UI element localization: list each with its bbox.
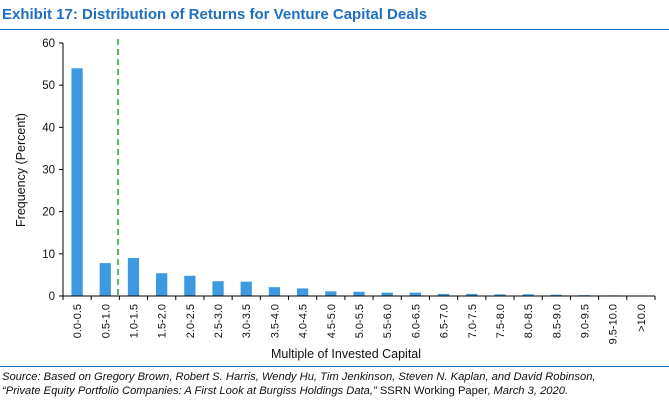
x-tick-label: 2.5-3.0 <box>213 304 225 338</box>
x-tick-label: 7.5-8.0 <box>495 304 507 338</box>
source-paper-title: “Private Equity Portfolio Companies: A F… <box>2 385 377 397</box>
bar-8.5-9.0 <box>550 294 562 296</box>
bar-5.5-6.0 <box>381 292 393 296</box>
bar-4.0-4.5 <box>296 288 309 296</box>
x-tick-label: 0.5-1.0 <box>100 304 112 338</box>
bar-1.0-1.5 <box>127 258 140 296</box>
x-tick-label: 8.5-9.0 <box>551 304 563 338</box>
x-tick-label: >10.0 <box>636 304 648 332</box>
x-tick-label: 4.5-5.0 <box>326 304 338 338</box>
y-tick-label: 60 <box>42 38 55 50</box>
y-tick-label: 40 <box>42 122 55 134</box>
bar-3.0-3.5 <box>240 281 252 296</box>
source-divider <box>0 366 669 367</box>
bar-8.0-8.5 <box>522 294 534 296</box>
x-tick-label: 5.5-6.0 <box>382 304 394 338</box>
x-tick-label: 6.0-6.5 <box>410 304 422 338</box>
bar-chart: 0 10 20 30 40 50 60 0.0-0.5 0.5-1.0 1.0-1.5 1.5-2… <box>14 38 656 361</box>
y-tick-label: 50 <box>42 80 55 92</box>
y-tick-label: 30 <box>42 165 55 177</box>
x-tick-label: 1.5-2.0 <box>157 304 169 338</box>
bar-3.5-4.0 <box>268 287 281 296</box>
bar-1.5-2.0 <box>156 273 168 296</box>
x-axis-ticks: 0.0-0.5 0.5-1.0 1.0-1.5 1.5-2.0 2.0-2.5 2.5-3… <box>62 296 656 344</box>
y-axis-ticks: 0 10 20 30 40 50 60 <box>42 38 63 303</box>
x-axis-label: Multiple of Invested Capital <box>271 347 421 361</box>
x-tick-label: 3.5-4.0 <box>269 304 281 338</box>
x-tick-label: 2.0-2.5 <box>185 304 197 338</box>
x-tick-label: 9.5-10.0 <box>608 304 620 344</box>
x-tick-label: 0.0-0.5 <box>72 304 84 338</box>
source-date: March 3, 2020. <box>490 385 569 397</box>
bar-6.5-7.0 <box>437 293 450 296</box>
x-tick-label: 9.0-9.5 <box>580 304 592 338</box>
x-tick-label: 6.5-7.0 <box>439 304 451 338</box>
source-note: Source: Based on Gregory Brown, Robert S… <box>2 370 667 398</box>
x-tick-label: 4.0-4.5 <box>298 304 310 338</box>
x-tick-label: 7.0-7.5 <box>467 304 479 338</box>
bar-0.5-1.0 <box>99 263 111 296</box>
x-tick-label: 5.0-5.5 <box>354 304 366 338</box>
source-line-1: Source: Based on Gregory Brown, Robert S… <box>2 371 596 383</box>
exhibit-title: Exhibit 17: Distribution of Returns for … <box>2 6 428 23</box>
bar-7.0-7.5 <box>466 293 478 296</box>
bar-4.5-5.0 <box>325 291 337 296</box>
x-tick-label: 1.0-1.5 <box>128 304 140 338</box>
bar-5.0-5.5 <box>353 291 365 296</box>
bar-7.5-8.0 <box>494 294 506 296</box>
y-axis-label: Frequency (Percent) <box>14 113 28 227</box>
source-publication: SSRN Working Paper, <box>376 385 491 397</box>
y-tick-label: 20 <box>42 207 55 219</box>
bar-0.0-0.5 <box>71 68 83 296</box>
x-tick-label: 3.0-3.5 <box>241 304 253 338</box>
bar-2.5-3.0 <box>212 281 224 296</box>
bar-2.0-2.5 <box>184 275 196 296</box>
y-tick-label: 0 <box>49 291 55 303</box>
title-divider <box>0 29 669 30</box>
x-tick-label: 8.0-8.5 <box>523 304 535 338</box>
y-tick-label: 10 <box>42 249 55 261</box>
bar-6.0-6.5 <box>409 292 422 296</box>
bar-series <box>71 68 647 296</box>
